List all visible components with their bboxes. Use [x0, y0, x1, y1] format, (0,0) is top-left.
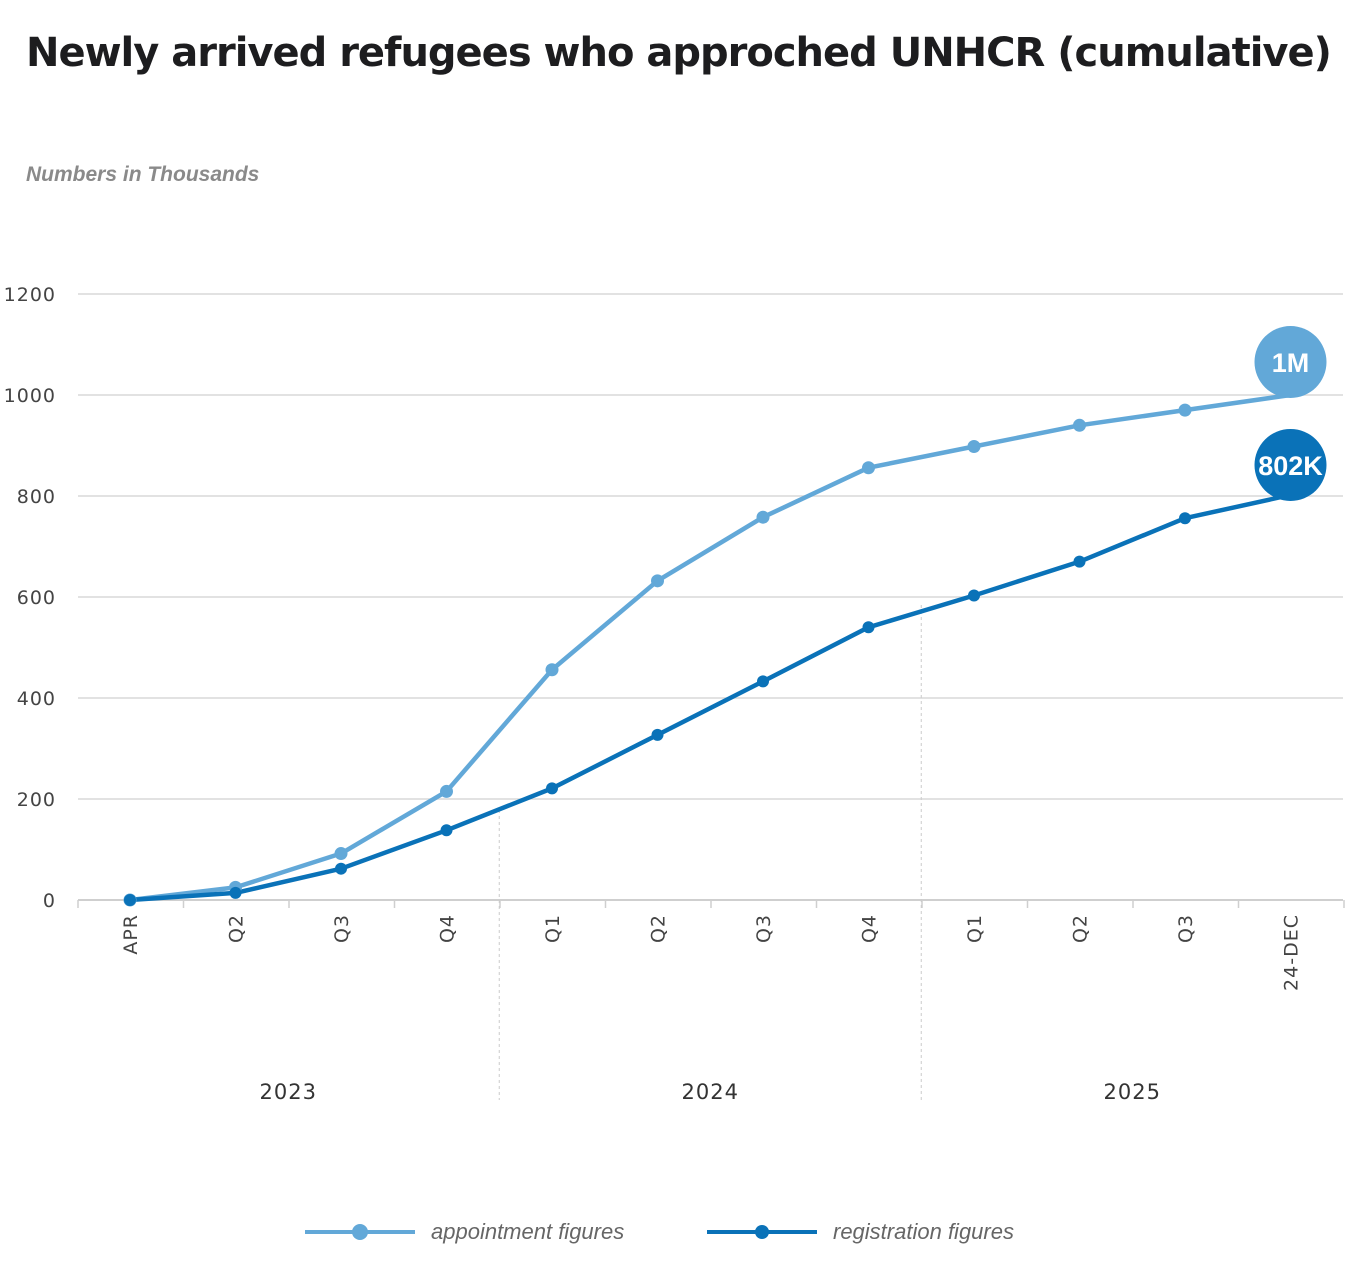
legend-swatch-appointment: [305, 1224, 415, 1240]
x-tick-label-3: Q4: [437, 914, 459, 943]
x-tick-label-1: Q2: [226, 914, 248, 943]
data-point-s1-5: [651, 728, 664, 741]
end-bubble-1: [1254, 428, 1327, 501]
series-line-1: [129, 492, 1291, 903]
data-point-s1-2: [335, 862, 347, 875]
data-point-s1-7: [862, 621, 875, 634]
data-point-s0-3: [440, 784, 453, 798]
data-point-s0-2: [334, 847, 348, 861]
y-tick-label-1200: 1200: [4, 284, 56, 306]
data-point-s0-8: [967, 440, 981, 454]
x-tick-label-11: 24-DEC: [1281, 914, 1303, 991]
data-point-s1-1: [229, 886, 242, 899]
end-bubble-0: [1254, 326, 1327, 398]
x-tick-label-8: Q1: [964, 914, 986, 943]
data-point-s0-7: [862, 461, 875, 475]
x-tick-label-5: Q2: [648, 914, 670, 943]
x-tick-label-2: Q3: [331, 914, 353, 943]
y-axis-unit-label: Numbers in Thousands: [26, 163, 260, 186]
legend-label-appointment: appointment figures: [431, 1219, 625, 1244]
data-point-s1-3: [440, 824, 453, 837]
data-point-s1-10: [1179, 512, 1191, 525]
legend-item-registration: registration figures: [707, 1212, 1014, 1252]
line-chart: 0 200 400 600 800 1000 1200 APR Q2 Q3 Q4 Q1 Q2 Q3 Q4 Q…: [4, 284, 1345, 1104]
y-tick-label-600: 600: [17, 587, 56, 609]
y-tick-label-0: 0: [43, 890, 56, 912]
data-point-s1-6: [757, 675, 769, 688]
x-tick-label-6: Q3: [753, 914, 775, 943]
data-point-s1-0: [124, 894, 136, 906]
series-line-0: [129, 392, 1291, 903]
x-tick-label-7: Q4: [859, 914, 881, 943]
data-point-s0-4: [545, 663, 559, 677]
y-tick-label-1000: 1000: [4, 385, 56, 407]
x-tick-label-10: Q3: [1175, 914, 1197, 943]
data-point-s0-10: [1178, 403, 1192, 417]
x-tick-label-9: Q2: [1070, 914, 1092, 943]
chart-title: Newly arrived refugees who approched UNH…: [26, 30, 1332, 76]
data-point-s1-8: [968, 589, 980, 602]
x-tick-label-4: Q1: [542, 914, 564, 943]
legend-swatch-registration: [707, 1225, 817, 1239]
year-label-2023: 2023: [260, 1080, 317, 1104]
x-tick-label-0: APR: [120, 914, 142, 955]
data-point-s0-5: [651, 574, 664, 588]
data-point-s0-9: [1073, 418, 1086, 432]
y-tick-label-800: 800: [17, 486, 56, 508]
end-label-1: 802K: [1258, 451, 1323, 481]
legend-item-appointment: appointment figures: [305, 1212, 624, 1252]
y-tick-label-200: 200: [17, 789, 56, 811]
year-label-2024: 2024: [682, 1080, 739, 1104]
data-point-s0-6: [756, 510, 770, 524]
legend-label-registration: registration figures: [833, 1219, 1014, 1244]
data-point-s1-9: [1073, 555, 1086, 568]
data-point-s1-4: [546, 782, 558, 795]
y-tick-label-400: 400: [17, 688, 56, 710]
year-label-2025: 2025: [1104, 1080, 1161, 1104]
end-label-0: 1M: [1272, 348, 1310, 378]
